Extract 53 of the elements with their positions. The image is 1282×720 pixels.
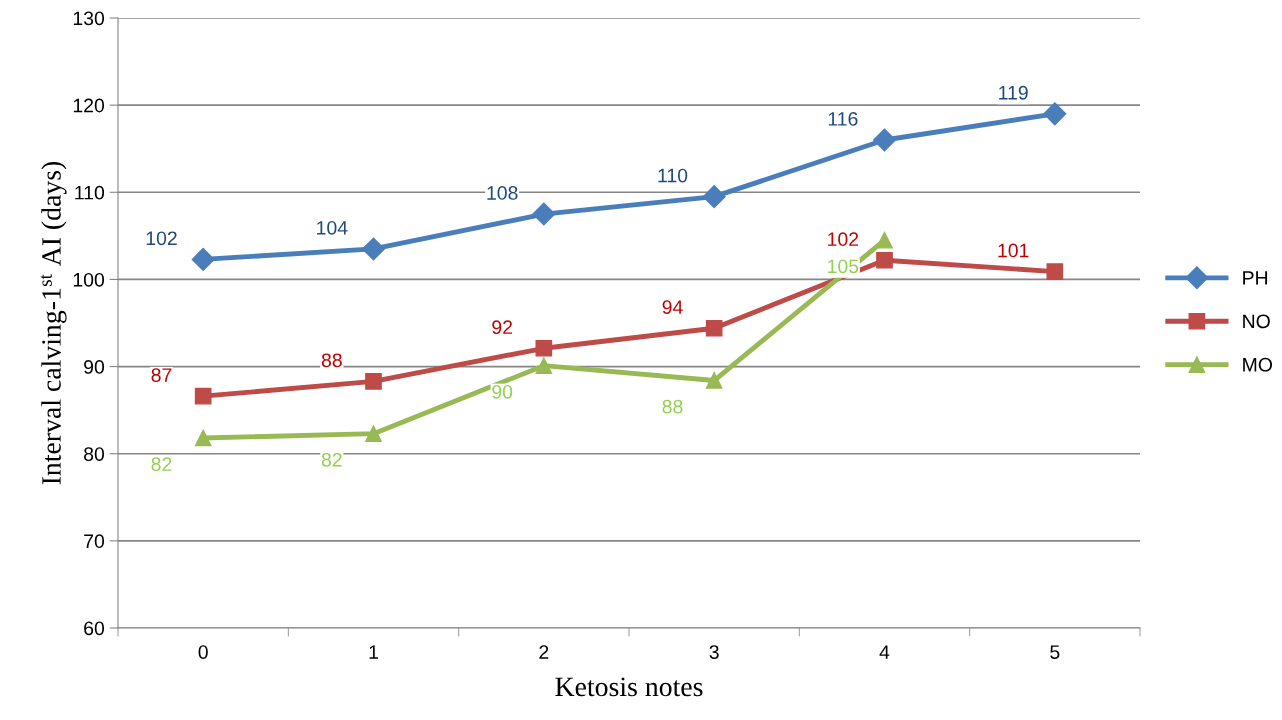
data-label: 88: [321, 353, 342, 368]
x-tick-label: 0: [198, 645, 208, 659]
data-label: 119: [999, 85, 1028, 100]
y-axis-title: Interval calving-1$^{st}$ AI (days): [40, 161, 67, 485]
y-tick-label: 130: [73, 11, 105, 26]
y-tick-label: 80: [84, 447, 105, 461]
data-label: 92: [492, 320, 513, 335]
y-tick-label: 120: [73, 98, 105, 113]
legend-label: NO: [1243, 314, 1270, 329]
point: [873, 128, 896, 152]
data-label: 82: [321, 452, 342, 467]
data-label: 105: [828, 259, 859, 274]
point: [705, 372, 723, 389]
point: [876, 251, 893, 269]
point: [535, 339, 553, 357]
data-label: 90: [492, 384, 513, 399]
legend-label: PH: [1243, 271, 1268, 285]
y-tick-label: 70: [84, 534, 105, 549]
point: [535, 357, 553, 375]
data-label: 94: [662, 300, 683, 314]
data-label: 104: [317, 220, 348, 235]
point: [532, 202, 556, 226]
point: [194, 429, 212, 447]
data-label: 82: [151, 457, 172, 472]
point: [876, 231, 893, 249]
data-label: 101: [998, 243, 1029, 258]
x-tick-label: 1: [369, 645, 378, 659]
x-tick-label: 3: [709, 645, 719, 659]
point: [1046, 263, 1064, 280]
x-tick-label: 2: [539, 645, 549, 659]
point: [1043, 102, 1067, 126]
point: [705, 319, 723, 337]
point: [702, 185, 726, 209]
data-label: 87: [151, 368, 172, 382]
point: [365, 425, 382, 443]
point: [194, 387, 212, 405]
point: [365, 373, 382, 390]
data-label: 108: [487, 186, 518, 200]
data-label: 116: [828, 112, 858, 126]
x-tick-label: 5: [1050, 645, 1060, 659]
y-tick-label: 100: [73, 272, 105, 287]
x-tick-label: 4: [879, 645, 890, 659]
point: [191, 247, 215, 271]
x-axis-title: Ketosis notes: [555, 677, 703, 697]
point: [362, 237, 385, 261]
data-label: 88: [662, 399, 683, 414]
y-tick-label: 60: [84, 621, 105, 636]
data-label: 102: [146, 231, 177, 246]
data-label: 110: [658, 168, 688, 183]
y-tick-label: 90: [84, 360, 105, 374]
y-tick-label: 110: [75, 185, 105, 200]
legend-label: MO: [1243, 357, 1272, 372]
data-label: 102: [828, 232, 859, 247]
